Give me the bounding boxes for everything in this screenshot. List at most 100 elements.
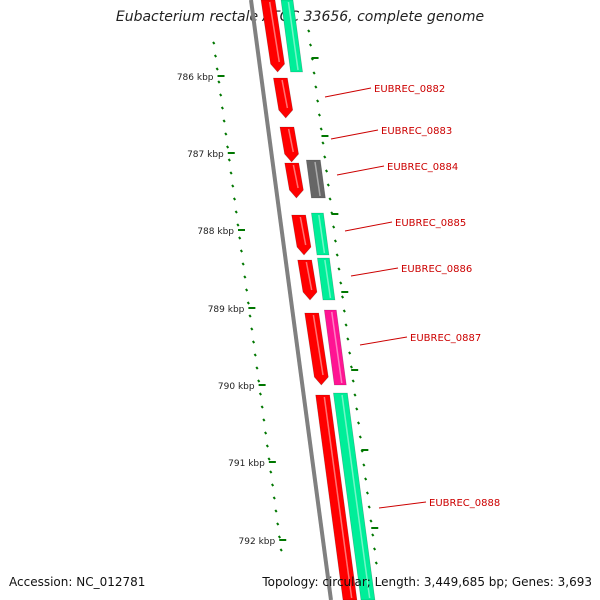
gene-label-text[interactable]: EUBREC_0884 [387,162,458,173]
scale-minor-tick [265,444,269,448]
outer-minor-tick [335,253,339,257]
scale-label: 789 kbp [208,305,245,315]
scale-label: 787 kbp [187,150,224,160]
gene-block-red-4 [284,162,304,199]
outer-minor-tick [374,561,378,565]
scale-minor-tick [227,158,231,162]
gene-label-leader-line [359,336,408,346]
outer-minor-tick [344,323,348,327]
gene-label-leader-line [330,129,379,140]
outer-minor-tick [314,85,318,89]
outer-minor-tick [321,141,325,145]
gene-label-leader-line [324,87,372,98]
outer-minor-tick [339,281,343,285]
outer-minor-tick [333,239,337,243]
gene-label-text[interactable]: EUBREC_0885 [395,218,466,229]
scale-label: 790 kbp [218,382,255,392]
gene-label[interactable]: EUBREC_0885 [344,218,466,232]
accession-label: Accession: NC_012781 [9,575,146,589]
gene-block-green-2 [311,212,330,256]
outer-minor-tick [362,463,366,467]
outer-minor-tick [349,365,353,369]
scale-minor-tick [248,314,252,318]
gene-label[interactable]: EUBREC_0882 [324,84,445,98]
scale-minor-tick [251,340,256,344]
gene-label[interactable]: EUBREC_0884 [336,162,458,176]
outer-minor-tick [364,477,368,481]
gene-block-gray-1 [305,159,326,199]
outer-minor-tick [328,197,332,201]
outer-minor-tick [372,547,377,551]
outer-minor-tick [346,337,350,341]
gene-label[interactable]: EUBREC_0888 [378,498,500,509]
gene-block-green-4 [333,392,376,600]
outer-minor-tick [316,99,320,103]
gene-block-red-1 [260,0,285,73]
scale-minor-tick [238,236,242,240]
gene-block-green-3 [317,257,336,301]
scale-minor-tick [272,496,276,500]
scale-minor-tick [253,353,257,357]
scale-minor-tick [236,223,240,227]
genome-summary-label: Topology: circular; Length: 3,449,685 bp… [262,575,592,589]
outer-minor-tick [317,113,321,117]
gene-label-text[interactable]: EUBREC_0886 [401,264,472,275]
gene-block-red-3 [279,126,299,163]
scale-minor-tick [270,483,275,487]
gene-label[interactable]: EUBREC_0883 [330,126,452,140]
outer-minor-tick [337,267,341,271]
scale-minor-tick [260,405,264,409]
scale-minor-tick [269,470,273,474]
gene-block-green-1 [280,0,303,73]
gene-block-red-6 [297,259,318,301]
gene-block-pink-1 [323,309,347,386]
scale-minor-tick [241,262,245,266]
gene-label[interactable]: EUBREC_0887 [359,333,481,346]
gene-label-leader-line [344,221,393,232]
scale-minor-tick [279,548,283,552]
scale-label: 791 kbp [228,459,265,469]
map-title: Eubacterium rectale ATCC 33656, complete… [115,9,485,25]
outer-minor-tick [319,127,323,131]
scale-label: 786 kbp [177,73,214,83]
scale-minor-tick [222,119,226,123]
gene-label-text[interactable]: EUBREC_0882 [374,84,445,95]
gene-block-red-7 [304,312,329,386]
scale-minor-tick [215,67,219,71]
scale-minor-tick [229,171,233,175]
scale-minor-tick [274,509,278,513]
scale-minor-tick [246,301,250,305]
outer-minor-tick [323,155,327,159]
outer-minor-tick [358,435,362,439]
gene-block-red-5 [291,214,312,256]
gene-block-red-8 [315,394,358,600]
outer-minor-tick [348,351,352,355]
scale-minor-tick [267,457,271,461]
gene-label-leader-line [350,267,399,277]
gene-label-text[interactable]: EUBREC_0888 [429,498,500,509]
gene-label-text[interactable]: EUBREC_0883 [381,126,452,137]
outer-minor-tick [332,225,336,229]
gene-label-text[interactable]: EUBREC_0887 [410,333,481,344]
outer-minor-tick [312,71,316,75]
outer-minor-tick [340,295,345,299]
gene-label[interactable]: EUBREC_0886 [350,264,472,277]
outer-minor-tick [356,421,361,425]
scale-minor-tick [239,249,243,253]
outer-minor-tick [351,379,355,383]
scale-minor-tick [264,431,268,435]
outer-minor-tick [355,407,359,411]
outer-minor-tick [324,169,329,173]
scale-minor-tick [220,106,224,110]
scale-minor-tick [213,54,218,58]
scale-minor-tick [257,379,261,383]
scale-minor-tick [277,535,282,539]
scale-minor-tick [255,366,259,370]
scale-minor-tick [258,392,262,396]
scale-minor-tick [276,522,280,526]
scale-minor-tick [231,184,235,188]
outer-minor-tick [342,309,346,313]
scale-minor-tick [224,132,228,136]
scale-label: 792 kbp [239,537,276,547]
